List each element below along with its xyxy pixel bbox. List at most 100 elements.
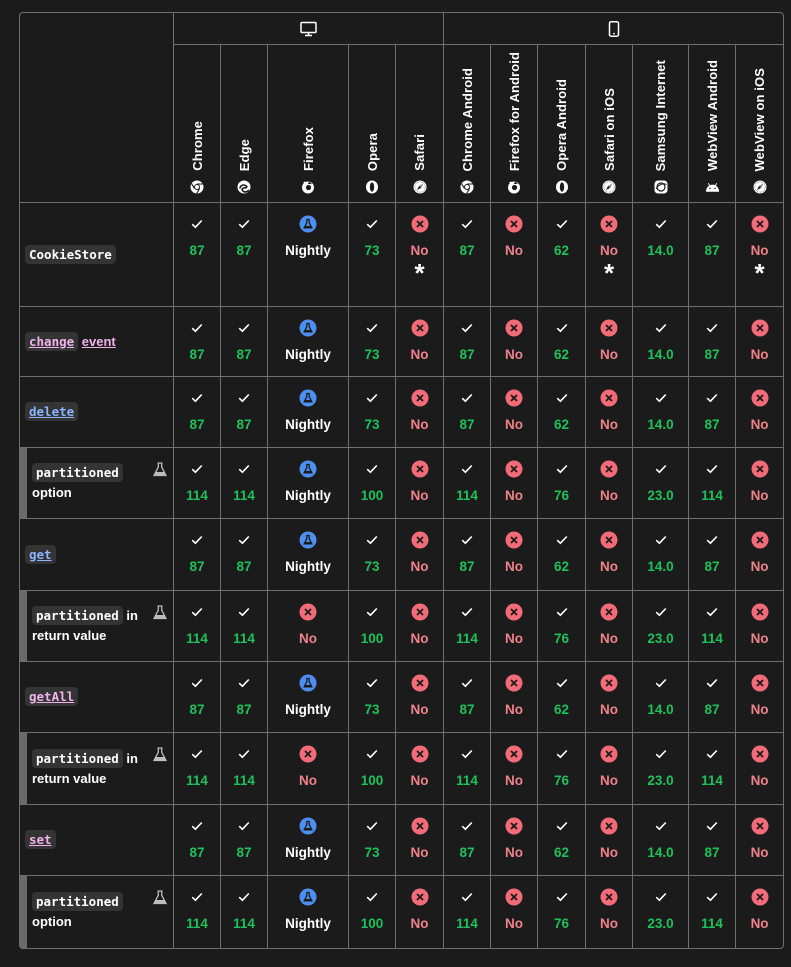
support-cell[interactable]: 23.0: [633, 591, 690, 662]
support-cell[interactable]: 114: [221, 733, 268, 805]
support-cell[interactable]: 62: [538, 307, 587, 377]
support-cell[interactable]: 76: [538, 876, 587, 948]
support-cell[interactable]: 62: [538, 519, 587, 591]
support-cell[interactable]: No: [736, 662, 784, 733]
support-cell[interactable]: 114: [689, 591, 737, 662]
support-cell[interactable]: 87: [689, 203, 737, 307]
support-cell[interactable]: 87: [221, 203, 268, 307]
support-cell[interactable]: 87: [221, 519, 268, 591]
support-cell[interactable]: 87: [174, 203, 221, 307]
support-cell[interactable]: No: [736, 307, 784, 377]
feature-code-link[interactable]: delete: [25, 402, 79, 421]
footnote-asterisk[interactable]: *: [754, 258, 765, 288]
support-cell[interactable]: 73: [349, 377, 396, 448]
support-cell[interactable]: 87: [444, 377, 492, 448]
support-cell[interactable]: 87: [221, 805, 268, 876]
support-cell[interactable]: No: [586, 876, 634, 948]
support-cell[interactable]: No: [268, 591, 349, 662]
support-cell[interactable]: 87: [689, 307, 737, 377]
support-cell[interactable]: No: [396, 519, 445, 591]
support-cell[interactable]: No *: [396, 203, 445, 307]
support-cell[interactable]: Nightly: [268, 876, 349, 948]
support-cell[interactable]: 100: [349, 448, 396, 519]
support-cell[interactable]: 62: [538, 377, 587, 448]
support-cell[interactable]: No: [396, 733, 445, 805]
support-cell[interactable]: 87: [174, 377, 221, 448]
support-cell[interactable]: No: [586, 662, 634, 733]
support-cell[interactable]: Nightly: [268, 805, 349, 876]
support-cell[interactable]: No: [491, 307, 539, 377]
support-cell[interactable]: No: [491, 662, 539, 733]
support-cell[interactable]: No: [736, 519, 784, 591]
support-cell[interactable]: 87: [174, 519, 221, 591]
support-cell[interactable]: No: [491, 733, 539, 805]
support-cell[interactable]: 114: [221, 876, 268, 948]
support-cell[interactable]: 114: [174, 733, 221, 805]
support-cell[interactable]: 87: [444, 519, 492, 591]
support-cell[interactable]: 114: [174, 876, 221, 948]
support-cell[interactable]: 87: [444, 203, 492, 307]
support-cell[interactable]: No: [491, 876, 539, 948]
support-cell[interactable]: No: [396, 662, 445, 733]
support-cell[interactable]: Nightly: [268, 377, 349, 448]
support-cell[interactable]: 87: [689, 377, 737, 448]
support-cell[interactable]: 87: [444, 307, 492, 377]
support-cell[interactable]: 87: [174, 662, 221, 733]
support-cell[interactable]: 87: [689, 805, 737, 876]
support-cell[interactable]: 114: [444, 591, 492, 662]
support-cell[interactable]: 73: [349, 203, 396, 307]
support-cell[interactable]: No: [736, 733, 784, 805]
support-cell[interactable]: No: [586, 591, 634, 662]
support-cell[interactable]: 14.0: [633, 519, 690, 591]
support-cell[interactable]: 76: [538, 733, 587, 805]
support-cell[interactable]: No: [736, 876, 783, 948]
support-cell[interactable]: No: [586, 805, 634, 876]
support-cell[interactable]: No: [491, 448, 539, 519]
support-cell[interactable]: 14.0: [633, 377, 690, 448]
support-cell[interactable]: 87: [221, 377, 268, 448]
support-cell[interactable]: Nightly: [268, 448, 349, 519]
feature-code-link[interactable]: get: [25, 544, 56, 564]
footnote-asterisk[interactable]: *: [603, 258, 615, 288]
support-cell[interactable]: 114: [689, 876, 737, 948]
support-cell[interactable]: No: [736, 377, 784, 448]
feature-text-link[interactable]: event: [81, 333, 116, 349]
support-cell[interactable]: No: [396, 448, 445, 519]
support-cell[interactable]: No *: [736, 203, 784, 307]
support-cell[interactable]: 73: [349, 662, 396, 733]
support-cell[interactable]: 62: [538, 662, 587, 733]
support-cell[interactable]: No: [736, 448, 784, 519]
support-cell[interactable]: 14.0: [633, 203, 690, 307]
support-cell[interactable]: No: [396, 591, 445, 662]
support-cell[interactable]: 14.0: [633, 805, 690, 876]
support-cell[interactable]: No: [396, 876, 445, 948]
support-cell[interactable]: No: [586, 377, 634, 448]
support-cell[interactable]: No: [586, 448, 634, 519]
support-cell[interactable]: 114: [174, 448, 221, 519]
support-cell[interactable]: No: [736, 805, 784, 876]
support-cell[interactable]: No: [491, 519, 539, 591]
support-cell[interactable]: 62: [538, 203, 587, 307]
support-cell[interactable]: No: [586, 519, 634, 591]
support-cell[interactable]: Nightly: [268, 519, 349, 591]
support-cell[interactable]: 73: [349, 805, 396, 876]
support-cell[interactable]: 114: [444, 876, 492, 948]
support-cell[interactable]: 114: [221, 591, 268, 662]
support-cell[interactable]: No: [491, 203, 539, 307]
support-cell[interactable]: 114: [444, 733, 492, 805]
support-cell[interactable]: 62: [538, 805, 587, 876]
support-cell[interactable]: 23.0: [633, 448, 690, 519]
support-cell[interactable]: 114: [221, 448, 268, 519]
support-cell[interactable]: No: [491, 591, 539, 662]
support-cell[interactable]: No: [396, 377, 445, 448]
support-cell[interactable]: 114: [174, 591, 221, 662]
feature-code-link[interactable]: set: [25, 830, 56, 849]
support-cell[interactable]: 114: [689, 733, 737, 805]
support-cell[interactable]: 87: [444, 805, 492, 876]
support-cell[interactable]: 73: [349, 519, 396, 591]
support-cell[interactable]: No: [736, 591, 784, 662]
support-cell[interactable]: Nightly: [268, 203, 349, 307]
support-cell[interactable]: No: [268, 733, 349, 805]
support-cell[interactable]: 87: [689, 662, 737, 733]
support-cell[interactable]: 73: [349, 307, 396, 377]
